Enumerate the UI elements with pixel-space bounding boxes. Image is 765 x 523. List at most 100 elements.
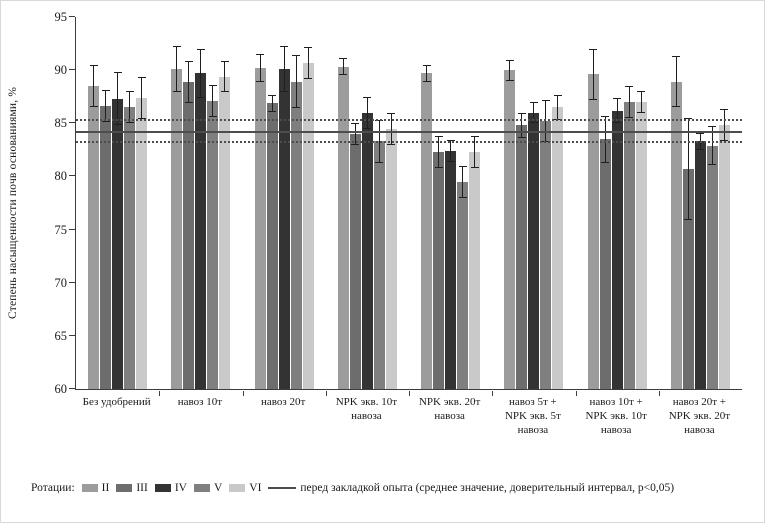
error-whisker — [601, 115, 610, 163]
x-tick-mark — [575, 391, 577, 396]
error-whisker — [517, 112, 526, 139]
legend-item: III — [116, 482, 148, 494]
y-tick-mark — [69, 228, 75, 230]
bar-rotation-iv — [112, 72, 124, 389]
legend-swatch — [154, 484, 171, 492]
bar-group — [659, 17, 742, 389]
reference-line-lower — [76, 141, 742, 144]
x-tick-mark — [409, 391, 410, 396]
y-tick-mark — [69, 388, 75, 389]
bar-rotation-iv — [611, 97, 623, 389]
y-tick-label: 85 — [54, 116, 68, 131]
error-whisker — [339, 58, 348, 76]
bar-rotation-ii — [254, 54, 266, 389]
error-whisker — [625, 86, 634, 118]
bar-rotation-iii — [682, 117, 694, 389]
category-label: NPK экв. 20т навоза — [418, 396, 481, 422]
category-label: Без удобрений — [82, 396, 151, 408]
bar-rotation-iii — [599, 115, 611, 389]
error-whisker — [113, 72, 122, 126]
error-whisker — [505, 59, 514, 82]
bar-rotation-iv — [445, 140, 457, 389]
error-whisker — [196, 48, 205, 98]
bar-rotation-iv — [528, 102, 540, 389]
error-whisker — [589, 48, 598, 100]
legend-item-reference: перед закладкой опыта (среднее значение,… — [268, 482, 674, 494]
error-whisker — [292, 55, 301, 109]
error-whisker — [172, 45, 181, 93]
category-label: навоз 10т — [177, 396, 223, 408]
error-whisker — [125, 91, 134, 124]
bar-rotation-v — [540, 99, 552, 389]
error-whisker — [268, 94, 277, 112]
legend-line-sample — [268, 487, 297, 489]
bar-group — [76, 17, 159, 389]
legend-series-label: IV — [174, 482, 187, 494]
error-whisker — [696, 132, 705, 150]
category-label: навоз 5т + NPK экв. 5т навоза — [504, 396, 561, 436]
bar-rotation-v — [124, 91, 136, 389]
legend-series-label: II — [101, 482, 110, 494]
error-whisker — [637, 91, 646, 113]
y-tick-label: 60 — [54, 382, 68, 396]
y-tick-mark — [69, 334, 75, 336]
error-whisker — [280, 45, 289, 93]
bar-group — [409, 17, 492, 389]
error-whisker — [363, 96, 372, 129]
error-whisker — [208, 85, 217, 117]
error-whisker — [184, 60, 193, 104]
plot-area — [69, 16, 742, 396]
error-whisker — [137, 76, 146, 120]
bar-rotation-iii — [349, 123, 361, 389]
bar-rotation-iii — [516, 112, 528, 389]
legend-series-label: V — [213, 482, 223, 494]
legend-series-label: VI — [249, 482, 262, 494]
bar-rotation-iv — [361, 96, 373, 389]
legend-swatch — [229, 484, 246, 492]
error-whisker — [101, 90, 110, 123]
bar-rotation-ii — [421, 64, 433, 389]
x-tick-mark — [159, 391, 161, 396]
y-tick-label: 70 — [54, 275, 68, 290]
bar-rotation-vi — [635, 91, 647, 389]
bar-rotation-v — [457, 165, 469, 389]
error-whisker — [553, 94, 562, 121]
bar-rotation-vi — [302, 46, 314, 389]
bar-rotation-iv — [195, 48, 207, 389]
y-tick-label: 80 — [54, 169, 68, 184]
error-whisker — [446, 140, 455, 162]
y-tick-mark — [69, 281, 75, 283]
y-tick-label: 75 — [54, 222, 68, 237]
reference-line-mean — [76, 130, 742, 133]
legend-swatch — [116, 484, 133, 492]
bar-rotation-vi — [385, 112, 397, 389]
bar-rotation-ii — [504, 59, 516, 389]
error-whisker — [470, 136, 479, 168]
bar-rotation-iv — [694, 132, 706, 389]
bar-rotation-ii — [587, 48, 599, 389]
bar-group — [492, 17, 575, 389]
legend-line-label: перед закладкой опыта (среднее значение,… — [300, 482, 675, 494]
y-tick-mark — [69, 16, 75, 17]
legend-item: II — [81, 482, 110, 494]
bar-group — [576, 17, 659, 389]
legend-item: IV — [154, 482, 187, 494]
legend-item: V — [193, 482, 223, 494]
x-tick-mark — [325, 391, 327, 396]
bar-rotation-iii — [183, 60, 195, 389]
bar-rotation-v — [207, 85, 219, 389]
bar-rotation-v — [623, 86, 635, 389]
legend: Ротации: II III IV V VI перед закладкой опыта… — [31, 482, 757, 494]
bar-rotation-vi — [552, 94, 564, 389]
bar-rotation-vi — [718, 109, 730, 389]
category-label: навоз 20т — [260, 396, 306, 408]
bar-rotation-vi — [219, 60, 231, 389]
bar-rotation-iii — [433, 136, 445, 389]
bar-group — [243, 17, 326, 389]
bar-rotation-iii — [266, 94, 278, 389]
category-label: навоз 10т + NPK экв. 10т навоза — [585, 396, 647, 436]
y-axis-title: Степень насыщенности почв основаниями, % — [7, 86, 19, 320]
reference-line-upper — [76, 119, 742, 122]
y-axis: 60 65 70 75 80 85 90 95 — [39, 10, 71, 396]
